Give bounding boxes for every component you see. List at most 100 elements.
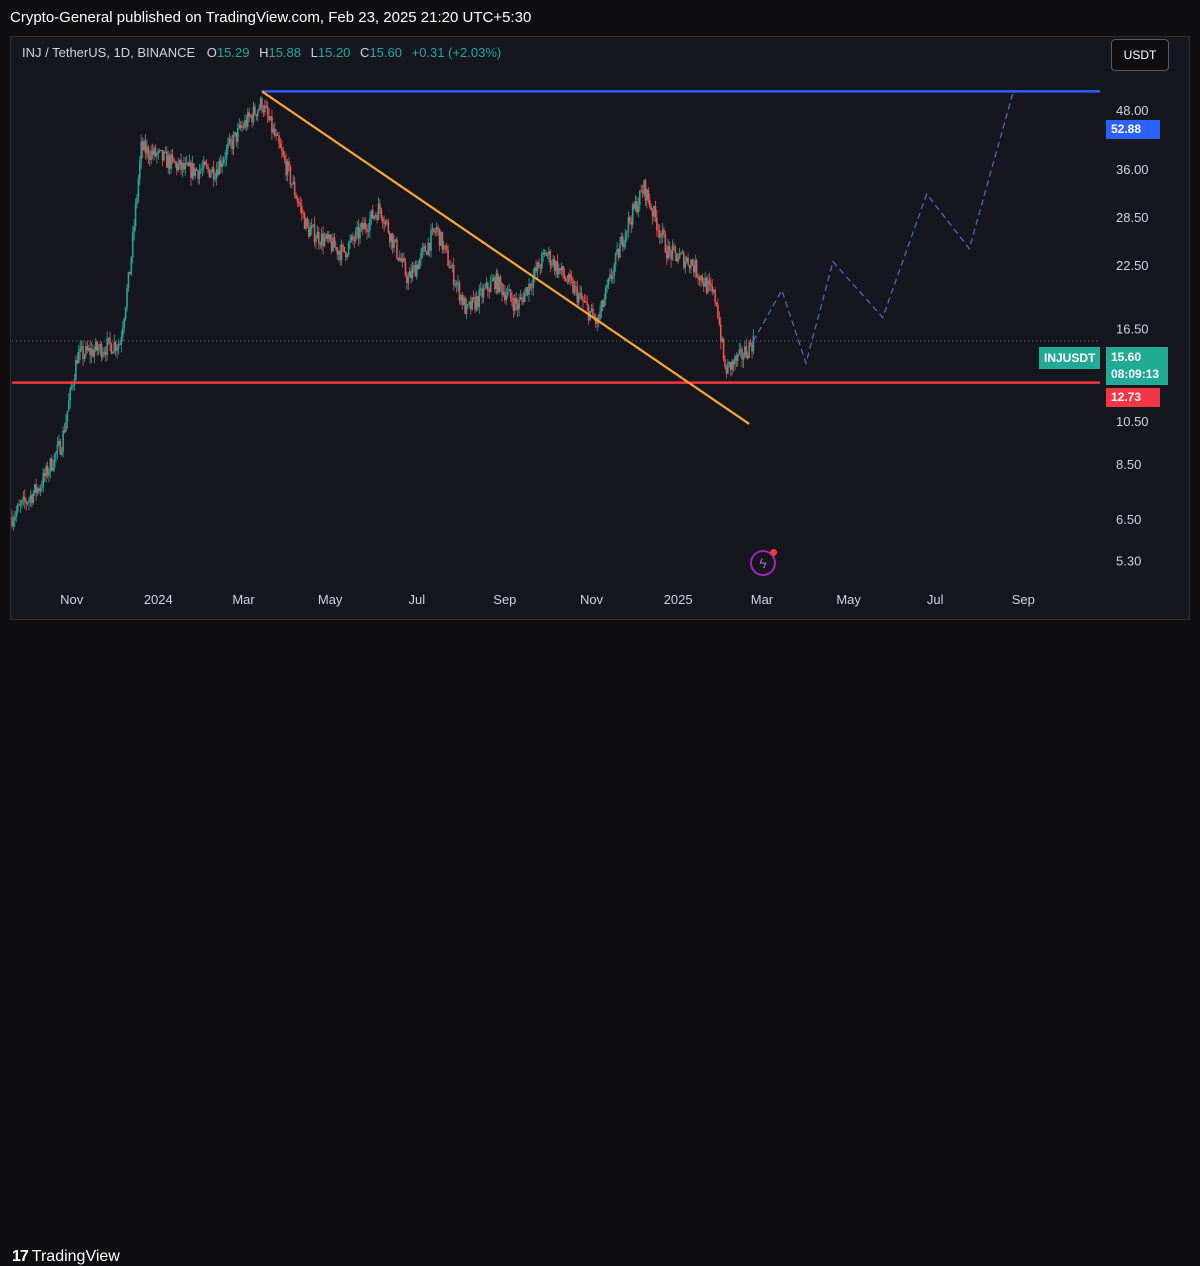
lightning-bolt-icon[interactable]: ϟ: [750, 549, 777, 576]
candle-body: [719, 324, 722, 342]
candle-body: [671, 245, 674, 260]
candle-body: [77, 352, 80, 364]
candle-body: [445, 246, 448, 250]
candle-body: [46, 465, 49, 476]
price-chart[interactable]: 60.0048.0036.0028.5022.5016.5010.508.506…: [0, 0, 1200, 620]
candle-body: [315, 238, 317, 243]
x-tick-label: Mar: [232, 592, 255, 607]
candle-body: [136, 197, 138, 205]
candle-body: [416, 264, 418, 277]
candle-body: [447, 249, 449, 266]
candle-body: [393, 240, 395, 248]
candle-body: [717, 304, 719, 319]
candle-body: [317, 231, 320, 244]
candle-body: [698, 277, 701, 281]
candle-body: [448, 265, 451, 269]
candle-body: [293, 181, 296, 195]
candle-body: [255, 114, 258, 117]
candle-body: [16, 504, 19, 512]
candle-body: [604, 287, 607, 300]
candle-body: [582, 298, 584, 302]
candle-body: [143, 141, 145, 151]
candle-body: [644, 180, 647, 201]
x-tick-label: Nov: [580, 592, 604, 607]
candle-body: [168, 155, 171, 169]
candle-body: [586, 302, 589, 306]
candle-body: [481, 288, 483, 298]
chart-pane[interactable]: [10, 36, 1190, 620]
candle-body: [639, 190, 641, 205]
candle-body: [430, 230, 432, 251]
candle-body: [451, 264, 454, 268]
candle-body: [83, 355, 86, 359]
candle-body: [268, 115, 270, 121]
candle-body: [180, 159, 182, 170]
candle-body: [600, 300, 603, 312]
candle-body: [504, 291, 506, 301]
candle-body: [281, 147, 283, 152]
candle-body: [533, 267, 536, 277]
candle-body: [627, 217, 630, 231]
candle-body: [576, 287, 579, 303]
candle-body: [292, 181, 295, 184]
symbol-description[interactable]: INJ / TetherUS, 1D, BINANCE: [22, 45, 196, 60]
candle-body: [509, 289, 512, 298]
candle-body: [153, 147, 155, 155]
candle-body: [391, 233, 394, 248]
candle-body: [96, 341, 99, 351]
candle-body: [86, 346, 89, 351]
candle-body: [455, 283, 458, 285]
candle-body: [552, 259, 554, 265]
candle-body: [623, 242, 625, 247]
currency-button[interactable]: USDT: [1111, 39, 1169, 71]
candle-body: [626, 230, 628, 233]
candle-body: [714, 289, 716, 303]
candle-body: [633, 204, 635, 209]
candle-body: [33, 484, 36, 494]
candle-body: [387, 221, 390, 233]
candle-body: [492, 277, 495, 281]
candle-body: [367, 230, 370, 232]
candle-body: [332, 237, 334, 252]
candle-body: [107, 337, 110, 339]
candle-body: [104, 352, 107, 355]
candle-body: [440, 232, 442, 246]
candle-body: [741, 348, 743, 360]
candle-body: [22, 496, 25, 501]
candle-body: [110, 343, 113, 354]
candle-body: [370, 210, 373, 219]
candle-body: [89, 348, 91, 356]
candle-body: [468, 301, 471, 305]
notification-dot: [770, 549, 777, 556]
candle-body: [354, 230, 357, 241]
candle-body: [369, 218, 371, 231]
candle-body: [424, 245, 427, 252]
candle-body: [285, 160, 287, 176]
candle-body: [43, 473, 46, 477]
candle-body: [559, 267, 562, 271]
candle-body: [147, 146, 150, 158]
candle-body: [295, 194, 297, 199]
candle-body: [210, 172, 212, 178]
candle-body: [330, 241, 333, 252]
candle-body: [342, 244, 344, 247]
candle-body: [42, 473, 45, 488]
candle-body: [383, 223, 385, 225]
candle-body: [52, 467, 54, 471]
candle-body: [308, 225, 310, 237]
candle-body: [161, 150, 164, 161]
candle-body: [14, 516, 16, 521]
candle-body: [566, 281, 569, 283]
candle-body: [374, 214, 377, 216]
candle-body: [745, 346, 748, 356]
candle-body: [708, 280, 711, 284]
candle-body: [130, 257, 133, 275]
brand-mark: 17: [12, 1248, 29, 1265]
candle-body: [428, 242, 431, 251]
candle-body: [637, 204, 640, 213]
candle-body: [381, 217, 384, 224]
candle-body: [435, 227, 438, 232]
candle-body: [56, 444, 59, 453]
candle-body: [234, 132, 236, 135]
candle-body: [362, 222, 364, 230]
